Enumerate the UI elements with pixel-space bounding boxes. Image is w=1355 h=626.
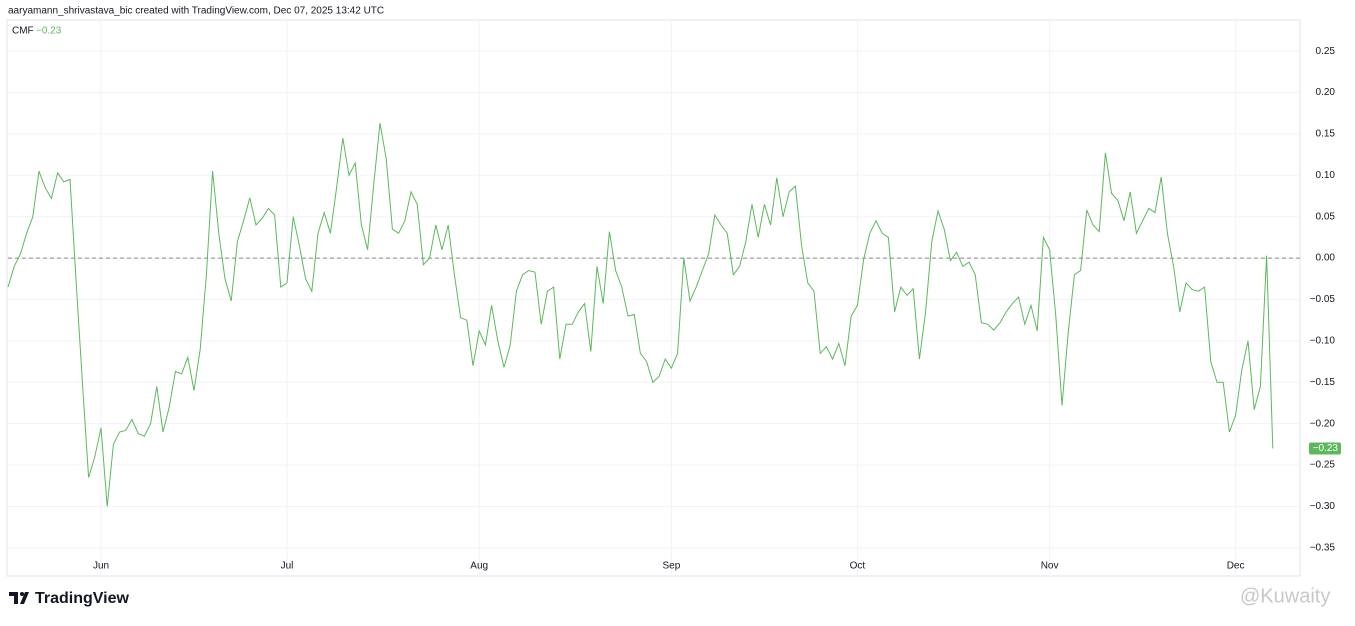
x-tick-label: Jun <box>93 561 109 572</box>
legend-name: CMF <box>12 26 34 37</box>
watermark: @Kuwaity <box>1240 585 1330 607</box>
last-value-label: −0.23 <box>1313 443 1339 454</box>
y-tick-label: −0.05 <box>1310 294 1336 305</box>
header: aaryamann_shrivastava_bic created with T… <box>8 6 384 17</box>
y-tick-label: 0.20 <box>1316 87 1336 98</box>
y-tick-label: −0.20 <box>1310 418 1336 429</box>
y-tick-label: −0.30 <box>1310 501 1336 512</box>
last-value-tag <box>1309 442 1341 455</box>
x-tick-label: Dec <box>1227 561 1245 572</box>
y-tick-label: −0.10 <box>1310 336 1336 347</box>
plot-frame <box>6 19 1301 577</box>
cmf-line <box>7 123 1274 507</box>
y-tick-label: 0.00 <box>1316 253 1336 264</box>
logo-dot <box>20 592 24 596</box>
y-tick-label: −0.25 <box>1310 460 1336 471</box>
y-tick-label: 0.05 <box>1316 211 1336 222</box>
y-tick-label: −0.15 <box>1310 377 1336 388</box>
logo-mark <box>9 592 29 604</box>
brand-logo <box>9 592 29 604</box>
brand: TradingView <box>35 590 130 607</box>
y-tick-label: −0.35 <box>1310 543 1336 554</box>
x-tick-label: Jul <box>281 561 294 572</box>
y-tick-label: 0.15 <box>1316 129 1336 140</box>
y-tick-label: 0.10 <box>1316 170 1336 181</box>
x-tick-label: Aug <box>470 561 488 572</box>
x-tick-label: Sep <box>663 561 681 572</box>
y-tick-label: 0.25 <box>1316 46 1336 57</box>
x-tick-label: Oct <box>850 561 866 572</box>
legend-value: −0.23 <box>36 26 62 37</box>
x-tick-label: Nov <box>1041 561 1059 572</box>
